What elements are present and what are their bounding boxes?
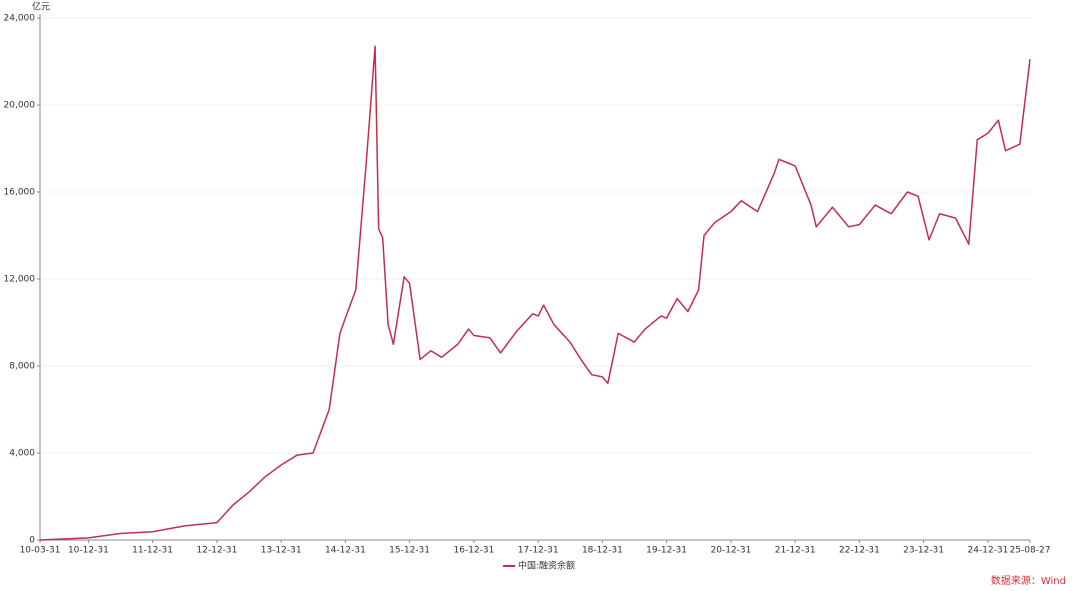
y-tick-label: 4,000 <box>9 449 35 459</box>
x-tick-label: 23-12-31 <box>903 546 944 556</box>
x-tick-label: 11-12-31 <box>132 546 173 556</box>
x-tick-label: 16-12-31 <box>454 546 495 556</box>
x-tick-label: 18-12-31 <box>582 546 623 556</box>
x-tick-label: 24-12-31 <box>968 546 1009 556</box>
data-line <box>39 45 1031 541</box>
y-tick-label: 0 <box>29 536 35 546</box>
source-note: 数据来源：Wind <box>991 574 1066 587</box>
y-tick-label: 8,000 <box>9 362 35 372</box>
y-tick-label: 24,000 <box>4 14 36 24</box>
x-tick-label: 10-12-31 <box>68 546 109 556</box>
x-tick-label: 13-12-31 <box>261 546 302 556</box>
x-tick-label: 14-12-31 <box>325 546 366 556</box>
x-tick-label: 10-03-31 <box>20 546 61 556</box>
y-tick-label: 12,000 <box>4 275 36 285</box>
x-tick-label: 19-12-31 <box>646 546 687 556</box>
x-tick-label: 20-12-31 <box>711 546 752 556</box>
y-tick-label: 16,000 <box>4 188 36 198</box>
x-tick-label: 17-12-31 <box>518 546 559 556</box>
x-tick-label: 15-12-31 <box>389 546 430 556</box>
x-tick-label: 25-08-27 <box>1010 546 1051 556</box>
x-tick-label: 22-12-31 <box>839 546 880 556</box>
x-tick-label: 21-12-31 <box>775 546 816 556</box>
legend-label: 中国:融资余额 <box>518 560 575 572</box>
y-tick-label: 20,000 <box>4 101 36 111</box>
y-unit: 亿元 <box>32 1 50 13</box>
x-tick-label: 12-12-31 <box>197 546 238 556</box>
